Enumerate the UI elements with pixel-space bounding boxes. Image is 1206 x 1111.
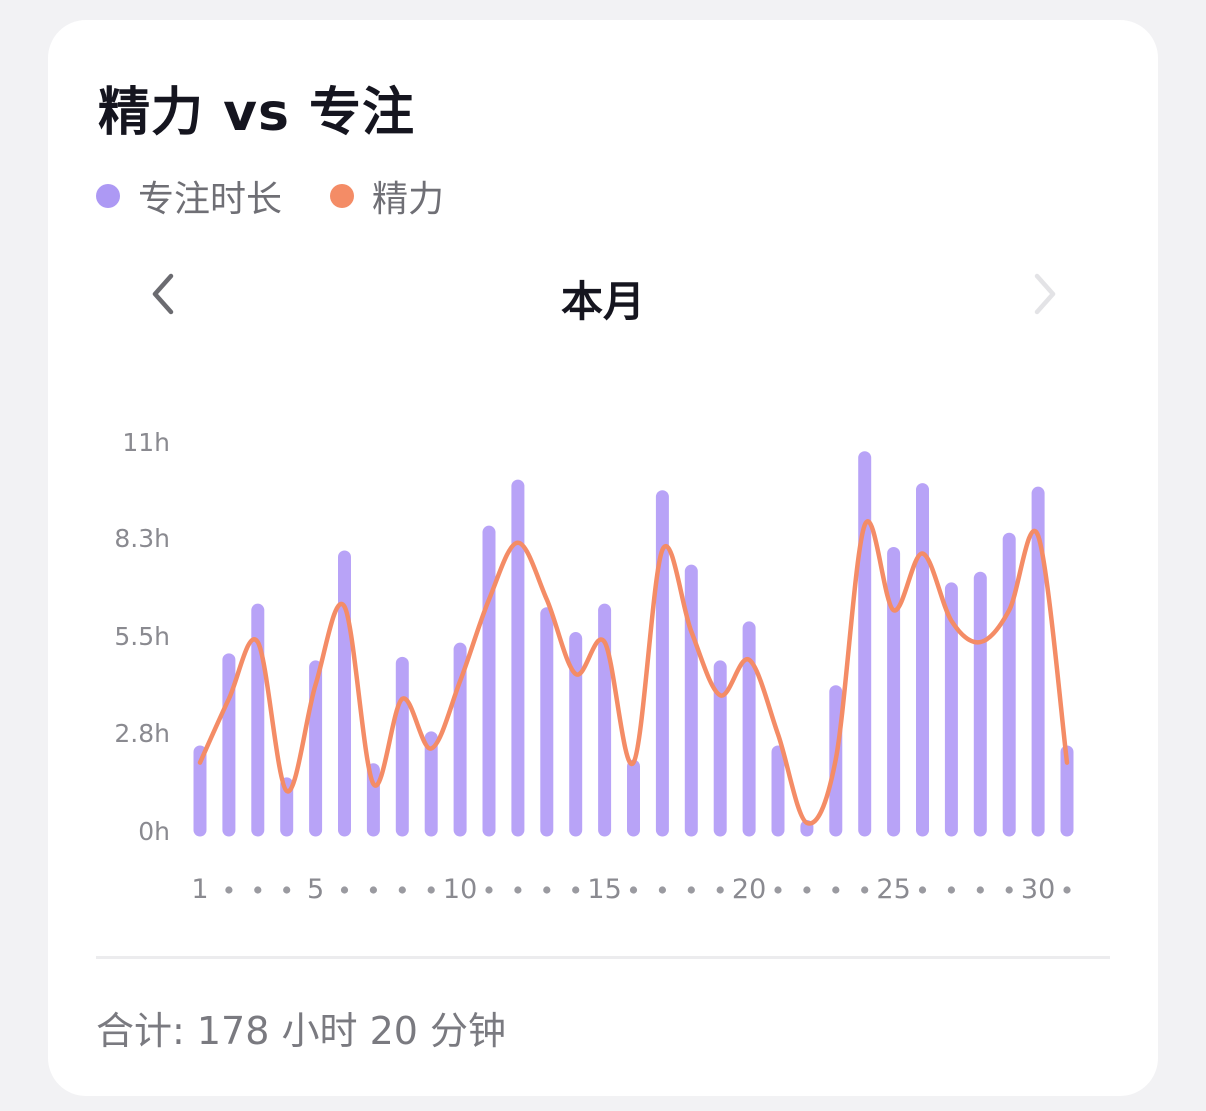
x-tick-dot xyxy=(543,886,551,894)
x-tick-dot xyxy=(918,886,927,894)
legend-label-energy: 精力 xyxy=(372,179,445,220)
x-tick-dot xyxy=(1005,886,1013,894)
x-tick-dot xyxy=(514,886,522,894)
energy-vs-focus-card: 精力 vs 专注 专注时长 精力 本月 11h 8.3h 5.5h 2.8h 0h 1 5 1… xyxy=(48,20,1158,1096)
x-tick-dot xyxy=(369,886,377,894)
total-duration: 合计: 178 小时 20 分钟 xyxy=(96,1009,507,1053)
x-tick-label: 15 xyxy=(587,874,621,905)
prev-period-button[interactable] xyxy=(140,270,188,318)
x-tick-dot xyxy=(687,886,695,894)
divider xyxy=(96,956,1110,959)
legend-dot-energy xyxy=(330,184,355,208)
y-tick-label: 0h xyxy=(138,817,170,846)
x-tick-dot xyxy=(774,886,782,894)
x-tick-dot xyxy=(340,886,349,894)
x-tick-label: 20 xyxy=(732,874,766,905)
x-tick-label: 30 xyxy=(1021,874,1055,905)
chevron-left-icon xyxy=(152,273,174,315)
x-tick-dot xyxy=(976,886,984,894)
x-tick-dot xyxy=(225,886,233,894)
legend-item-focus: 专注时长 xyxy=(96,170,282,222)
x-tick-dot xyxy=(572,886,580,894)
x-tick-label: 1 xyxy=(191,874,208,905)
x-tick-dot xyxy=(485,886,493,894)
x-tick-dot xyxy=(398,886,406,894)
x-tick-dot xyxy=(427,886,435,894)
y-tick-label: 2.8h xyxy=(114,719,170,748)
x-tick-label: 25 xyxy=(876,874,910,905)
legend-label-focus: 专注时长 xyxy=(138,179,283,220)
x-tick-dot xyxy=(861,886,869,894)
y-tick-label: 8.3h xyxy=(114,524,170,553)
legend-item-energy: 精力 xyxy=(330,170,444,222)
x-tick-dot xyxy=(629,886,638,894)
x-tick-dot xyxy=(803,886,811,894)
x-tick-label: 5 xyxy=(307,874,324,905)
x-tick-dot xyxy=(283,886,291,894)
chevron-right-icon xyxy=(1034,273,1056,315)
legend-dot-focus xyxy=(96,184,120,208)
y-tick-label: 11h xyxy=(122,428,170,457)
x-tick-dot xyxy=(658,886,667,894)
x-tick-dot xyxy=(947,886,956,894)
x-tick-dot xyxy=(832,886,840,894)
next-period-button[interactable] xyxy=(1020,270,1068,318)
x-tick-label: 10 xyxy=(443,874,477,905)
period-label: 本月 xyxy=(560,277,645,326)
x-tick-dot xyxy=(1063,886,1071,894)
y-tick-label: 5.5h xyxy=(114,622,170,651)
energy-line xyxy=(197,519,1070,826)
x-tick-dot xyxy=(254,886,262,894)
card-title: 精力 vs 专注 xyxy=(98,83,416,143)
x-tick-dot xyxy=(716,886,724,894)
chart-legend: 专注时长 精力 xyxy=(96,170,492,222)
